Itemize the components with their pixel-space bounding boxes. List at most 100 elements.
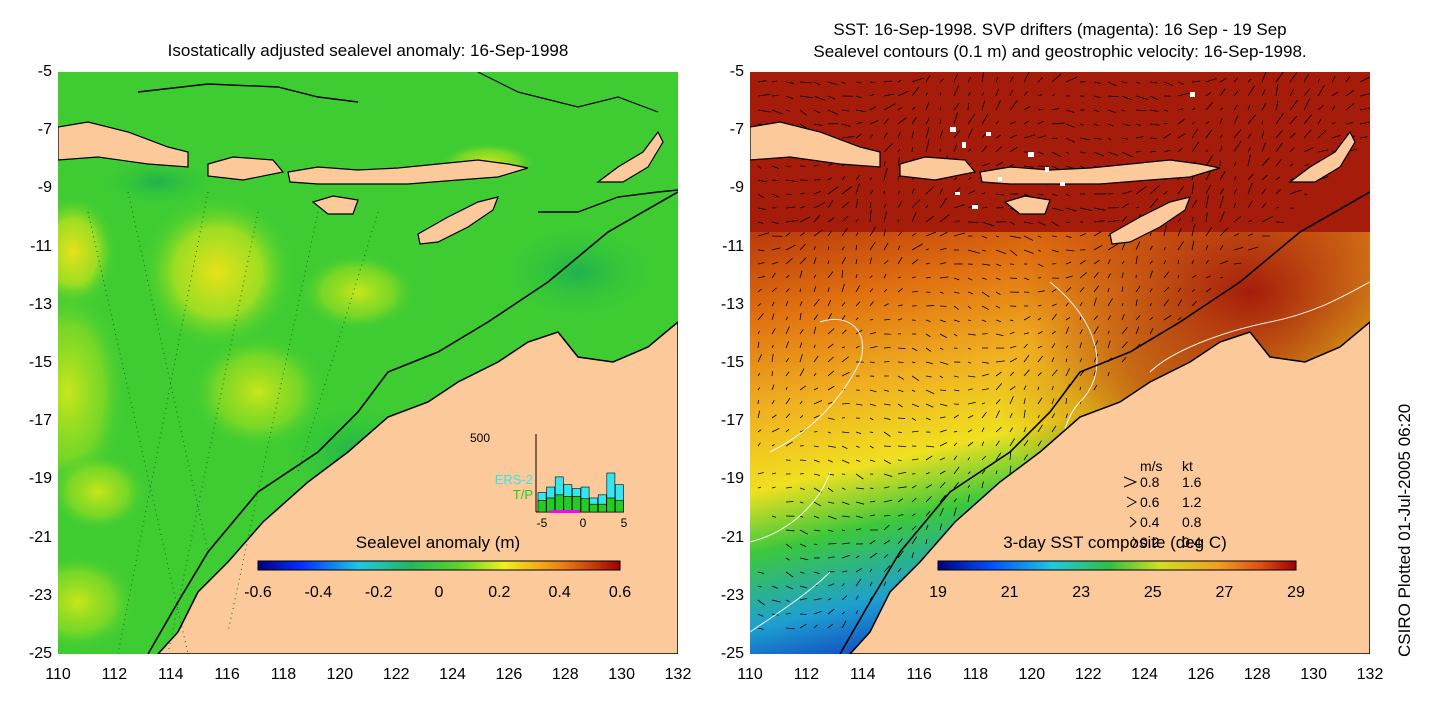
- velocity-arrow: [897, 431, 902, 434]
- velocity-arrow: [813, 529, 821, 532]
- lon-tick-label: 114: [157, 666, 184, 683]
- velocity-arrow: [911, 130, 914, 139]
- velocity-arrow: [1051, 398, 1055, 405]
- velocity-arrow: [827, 328, 835, 335]
- velocity-arrow: [939, 482, 946, 489]
- velocity-arrow: [1037, 235, 1042, 238]
- velocity-arrow: [995, 291, 1001, 295]
- velocity-arrow: [897, 527, 903, 531]
- velocity-arrow: [897, 417, 906, 420]
- velocity-arrow: [813, 164, 819, 167]
- velocity-arrow: [1037, 372, 1042, 377]
- velocity-arrow: [785, 571, 794, 578]
- lon-tick-label: 110: [45, 666, 71, 683]
- velocity-arrow: [967, 249, 980, 254]
- velocity-arrow: [1275, 159, 1282, 167]
- velocity-arrow: [1317, 78, 1320, 83]
- velocity-arrow: [1023, 277, 1030, 281]
- velocity-arrow: [1219, 188, 1225, 195]
- velocity-arrow: [1135, 299, 1138, 307]
- velocity-arrow: [925, 417, 931, 421]
- velocity-arrow: [1023, 72, 1030, 83]
- velocity-arrow: [897, 218, 900, 223]
- velocity-arrow: [1079, 287, 1085, 293]
- velocity-arrow: [1219, 260, 1229, 265]
- velocity-arrow: [883, 118, 889, 125]
- velocity-arrow: [757, 613, 764, 617]
- velocity-arrow: [1037, 94, 1043, 97]
- colorbar-tick-label: -0.4: [305, 584, 333, 601]
- velocity-arrow: [897, 117, 907, 125]
- velocity-arrow: [1107, 137, 1112, 141]
- lat-tick-label: -23: [720, 586, 744, 604]
- velocity-arrow: [1037, 193, 1044, 196]
- velocity-arrow: [1079, 151, 1087, 154]
- velocity-arrow: [925, 139, 930, 153]
- velocity-arrow: [897, 471, 907, 475]
- velocity-arrow: [813, 624, 818, 629]
- velocity-arrow: [1233, 129, 1242, 139]
- velocity-arrow: [1093, 272, 1099, 279]
- velocity-arrow: [869, 459, 876, 462]
- velocity-arrow: [1051, 288, 1057, 293]
- velocity-arrow: [1359, 136, 1368, 139]
- inset-bar-tp: [546, 497, 556, 513]
- velocity-arrow: [1009, 386, 1016, 391]
- velocity-arrow: [1121, 81, 1128, 84]
- velocity-arrow: [995, 263, 1002, 267]
- velocity-arrow: [883, 389, 890, 392]
- velocity-arrow: [1107, 371, 1110, 377]
- velocity-arrow: [1191, 128, 1199, 139]
- velocity-arrow: [1037, 355, 1044, 363]
- sla-colorbar-label: Sealevel anomaly (m): [356, 533, 520, 552]
- velocity-arrow: [841, 201, 849, 209]
- velocity-arrow: [869, 431, 874, 434]
- velocity-arrow: [855, 285, 860, 293]
- velocity-arrow: [1079, 137, 1091, 141]
- velocity-arrow: [757, 354, 763, 363]
- velocity-arrow: [911, 276, 916, 279]
- velocity-arrow: [827, 109, 839, 115]
- velocity-arrow: [1163, 260, 1167, 265]
- velocity-arrow: [1023, 235, 1034, 241]
- velocity-arrow: [1037, 108, 1043, 111]
- velocity-arrow: [1051, 330, 1056, 335]
- velocity-arrow: [855, 473, 864, 480]
- lat-tick-label: -21: [28, 528, 52, 546]
- velocity-arrow: [757, 93, 771, 97]
- velocity-key-arrow: [1123, 476, 1138, 488]
- velocity-arrow: [1205, 195, 1209, 209]
- velocity-arrow: [883, 347, 891, 349]
- velocity-arrow: [1093, 151, 1104, 157]
- velocity-arrow: [1205, 149, 1209, 153]
- velocity-arrow: [813, 598, 822, 601]
- velocity-arrow: [967, 441, 974, 447]
- velocity-arrow: [869, 346, 878, 349]
- velocity-arrow: [1331, 76, 1336, 83]
- velocity-arrow: [1107, 151, 1119, 157]
- velocity-arrow: [1023, 165, 1034, 168]
- lon-tick-label: 128: [1243, 666, 1271, 683]
- lon-tick-label: 110: [737, 666, 763, 683]
- velocity-arrow: [827, 583, 835, 587]
- velocity-arrow: [785, 585, 793, 590]
- velocity-arrow: [967, 92, 971, 97]
- velocity-arrow: [981, 145, 988, 153]
- velocity-arrow: [855, 274, 858, 279]
- velocity-arrow: [1163, 271, 1170, 279]
- velocity-arrow: [813, 543, 818, 546]
- velocity-arrow: [1345, 89, 1355, 97]
- colorbar-tick-label: -0.2: [365, 584, 393, 601]
- velocity-arrow: [869, 389, 877, 393]
- lat-tick-label: -13: [720, 295, 744, 313]
- velocity-arrow: [897, 514, 904, 517]
- velocity-arrow: [883, 103, 896, 111]
- velocity-arrow: [995, 452, 1002, 461]
- velocity-arrow: [1233, 176, 1237, 181]
- velocity-arrow: [883, 473, 893, 477]
- velocity-arrow: [1219, 107, 1223, 111]
- velocity-arrow: [911, 375, 920, 382]
- velocity-arrow: [953, 305, 959, 310]
- colorbar-tick-label: -0.6: [244, 584, 272, 601]
- velocity-arrow: [1065, 358, 1068, 363]
